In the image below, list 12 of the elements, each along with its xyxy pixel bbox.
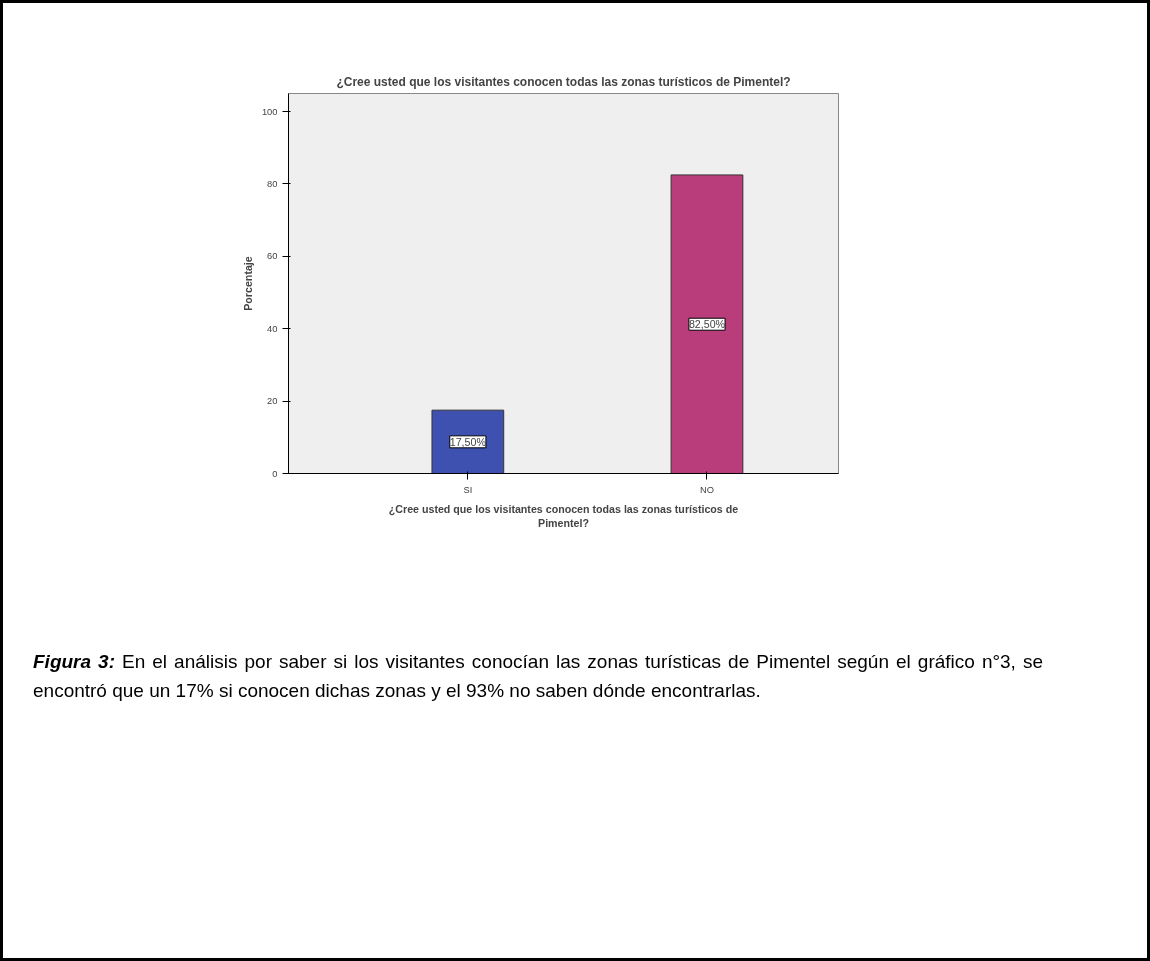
y-tick-label: 80 [267, 178, 278, 189]
x-axis-title: ¿Cree usted que los visitantes conocen todas las zonas turísticos de Pimentel? [388, 502, 739, 529]
y-tick-label: 100 [261, 106, 278, 117]
chart-title: ¿Cree usted que los visitantes conocen todas las zonas turísticos de Pimentel? [336, 74, 791, 89]
x-tick-label: NO [699, 484, 714, 495]
y-tick-label: 40 [267, 323, 278, 334]
x-tick-label: SI [463, 484, 473, 495]
text: Figura 3: [33, 651, 115, 672]
y-tick-label: 60 [267, 251, 278, 262]
y-tick-label: 0 [272, 468, 278, 479]
y-axis-title: Porcentaje [241, 256, 254, 311]
y-tick-label: 20 [267, 396, 278, 407]
